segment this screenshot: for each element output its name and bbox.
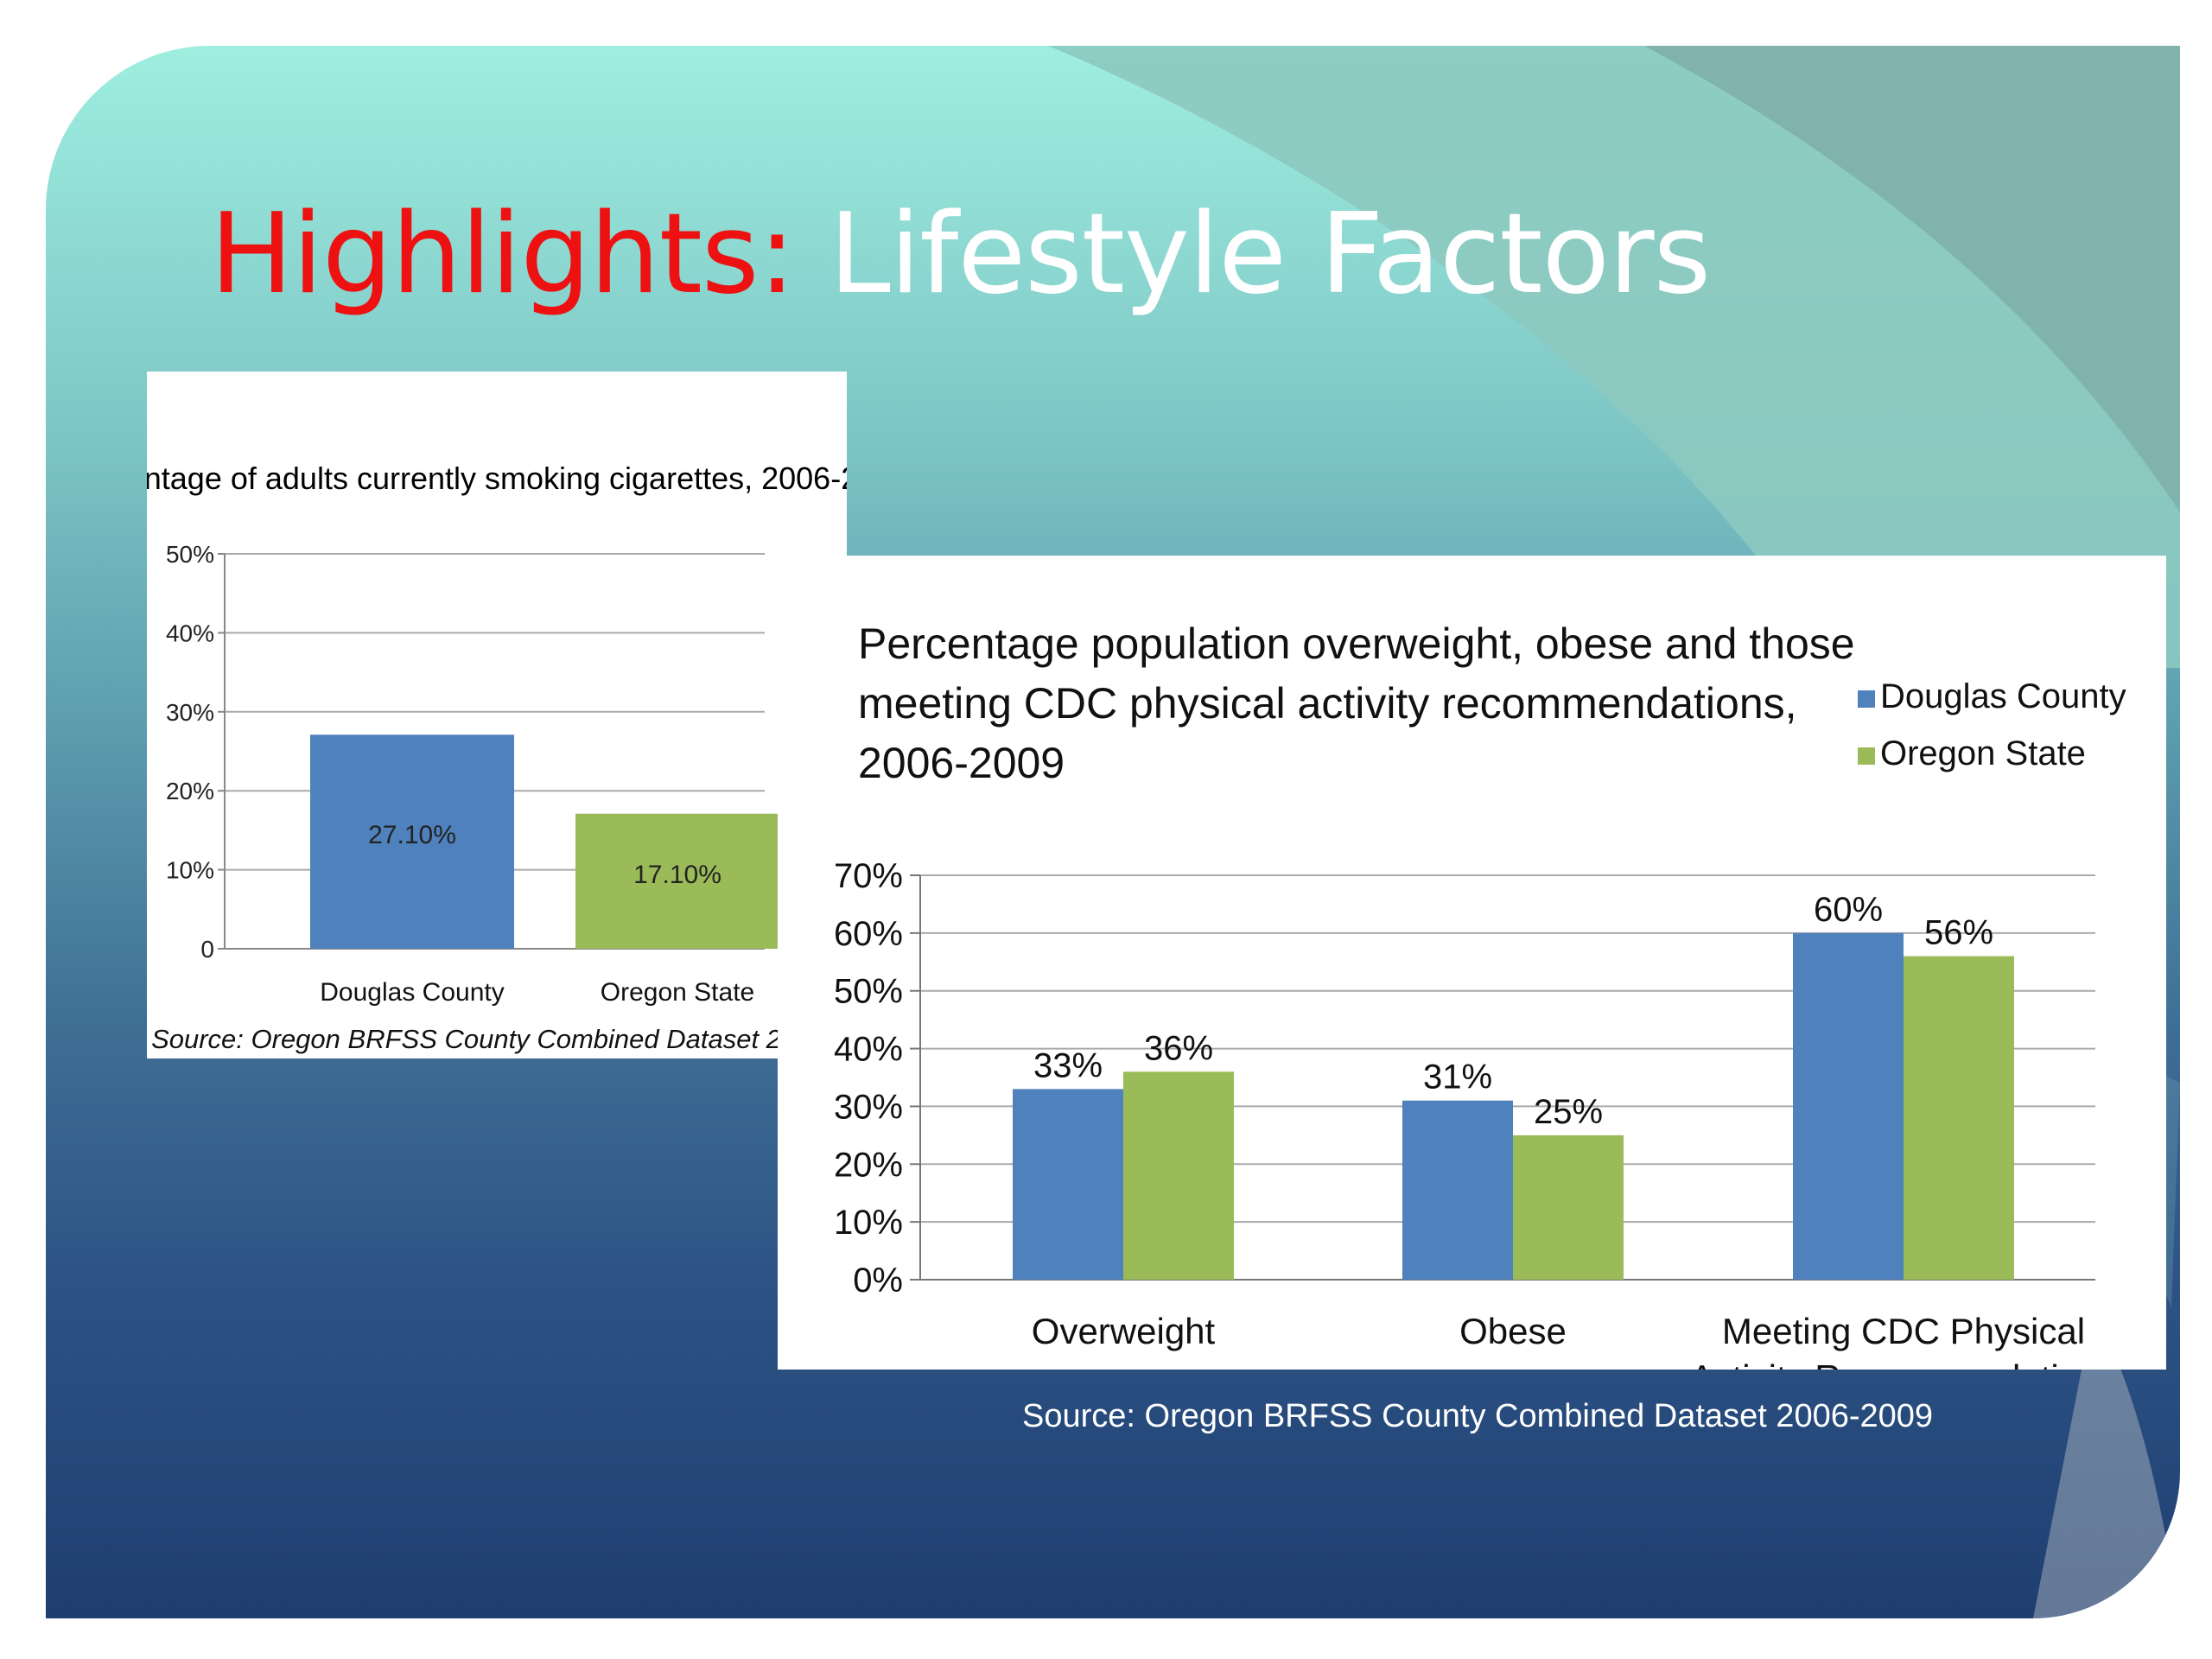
bar-douglas-county [310,734,514,949]
x-category-label: Oregon State [601,978,754,1007]
data-label: 27.10% [368,821,456,849]
y-tick-label: 30% [834,1088,903,1126]
bar-oregon-state [1123,1071,1234,1280]
weight-activity-chart: Percentage population overweight, obese … [834,620,2126,1370]
source-caption: Source: Oregon BRFSS County Combined Dat… [1022,1398,1934,1434]
y-tick-label: 20% [166,778,214,804]
title-topic: Lifestyle Factors [794,190,1711,319]
chart-title-line: Percentage population overweight, obese … [858,620,1855,668]
data-label: 56% [1924,914,1993,952]
x-category-label: Obese [1459,1311,1567,1351]
y-tick-label: 40% [166,620,214,646]
chart-title-line: 2006-2009 [858,739,1065,787]
y-tick-label: 40% [834,1031,903,1069]
chart-source-note: Source: Oregon BRFSS County Combined Dat… [151,1024,847,1054]
data-label: 17.10% [633,861,721,889]
data-label: 33% [1033,1046,1103,1084]
data-label: 25% [1534,1093,1603,1131]
bar-oregon-state [575,813,779,949]
y-tick-label: 50% [166,541,214,568]
y-tick-label: 0 [200,936,214,963]
legend-label: Douglas County [1880,677,2126,715]
legend-swatch [1858,747,1875,765]
chart-title: Percentage of adults currently smoking c… [147,461,847,496]
slide: Highlights: Lifestyle Factors Percentage… [46,46,2180,1618]
weight-activity-chart-panel: Percentage population overweight, obese … [778,556,2166,1370]
bar-douglas-county [1402,1100,1513,1280]
smoking-chart-panel: Percentage of adults currently smoking c… [147,372,847,1058]
y-tick-label: 60% [834,915,903,953]
bar-douglas-county [1013,1089,1123,1280]
x-category-label: Meeting CDC Physical [1722,1311,2085,1351]
data-label: 31% [1423,1058,1492,1096]
legend-swatch [1858,690,1875,708]
y-tick-label: 10% [166,857,214,884]
x-category-label: Activity Recommendations [1690,1357,2118,1370]
slide-title: Highlights: Lifestyle Factors [210,200,1711,310]
legend-label: Oregon State [1880,734,2086,772]
chart-title-line: meeting CDC physical activity recommenda… [858,679,1797,728]
y-tick-label: 70% [834,857,903,895]
x-category-label: Douglas County [320,978,504,1007]
data-label: 36% [1144,1029,1213,1067]
bar-oregon-state [1904,956,2014,1280]
data-label: 60% [1814,891,1883,929]
smoking-chart: Percentage of adults currently smoking c… [147,461,847,1054]
x-category-label: Overweight [1032,1311,1216,1351]
y-tick-label: 50% [834,973,903,1011]
y-tick-label: 30% [166,699,214,726]
title-highlight: Highlights: [210,190,796,319]
bar-douglas-county [1793,932,1904,1280]
y-tick-label: 10% [834,1204,903,1242]
y-tick-label: 0% [853,1262,903,1300]
y-tick-label: 20% [834,1146,903,1184]
bar-oregon-state [1513,1135,1624,1280]
